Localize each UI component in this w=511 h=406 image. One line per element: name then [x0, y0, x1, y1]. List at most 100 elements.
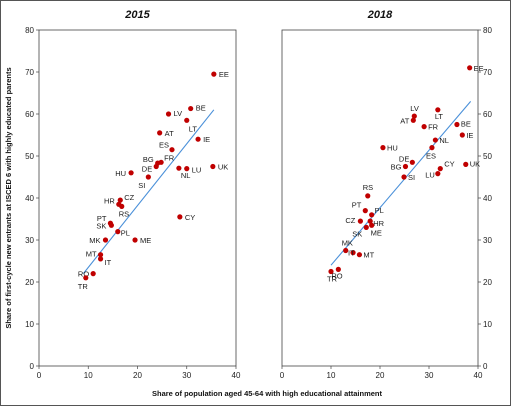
data-point-tr	[83, 275, 89, 281]
data-point-me	[369, 222, 375, 228]
data-point-nl	[432, 137, 438, 143]
data-point-bg	[402, 163, 409, 170]
data-point-tr	[328, 268, 334, 275]
point-label: IT	[105, 258, 112, 267]
point-label: SK	[352, 229, 362, 238]
point-label: IE	[466, 131, 473, 140]
point-label: TR	[78, 282, 89, 291]
y-tick-label: 0	[483, 362, 488, 371]
data-point-ro	[335, 266, 341, 272]
point-label: LV	[410, 104, 419, 113]
point-label: SI	[138, 181, 145, 190]
y-axis-label: Share of first-cycle new entrants at ISC…	[4, 67, 13, 328]
point-label: LT	[435, 112, 444, 121]
point-label: LT	[189, 124, 198, 133]
trend-line	[330, 101, 472, 266]
data-point-lt	[435, 107, 441, 113]
data-point-si	[145, 174, 151, 180]
data-point-es	[429, 145, 435, 151]
data-point-de	[153, 163, 159, 170]
data-point-cz	[117, 197, 123, 203]
point-label: PT	[97, 214, 107, 223]
point-label: LV	[174, 109, 183, 118]
x-tick-label: 20	[376, 371, 385, 380]
data-point-si	[401, 174, 407, 180]
data-point-rs	[119, 203, 125, 209]
point-label: ME	[140, 236, 151, 245]
point-label: FR	[428, 123, 439, 132]
point-label: MK	[342, 239, 353, 248]
panel-2018: 2018 0 10 20 30 40 50 60 70 80 0 10 20 30 40 EE LV LT AT FR…	[280, 9, 493, 380]
data-point-lv	[165, 111, 172, 117]
y-tick-label: 70	[25, 68, 34, 77]
point-label: CZ	[345, 216, 355, 225]
data-point-pl	[115, 229, 121, 235]
data-point-cy	[437, 166, 443, 172]
point-label: EE	[219, 70, 229, 79]
data-point-es	[169, 147, 175, 153]
panel-2015: 2015 0 10 20 30 40 50 60 70 80 0 10 20 30 40 EE BE LV LT AT…	[25, 9, 241, 380]
point-label: FR	[164, 153, 175, 162]
data-point-fr	[158, 159, 164, 165]
data-point-nl	[176, 165, 182, 171]
x-tick-label: 20	[133, 371, 142, 380]
point-label: HR	[373, 219, 384, 228]
point-label: NL	[181, 171, 191, 180]
data-point-at	[410, 117, 416, 123]
data-point-mk	[102, 237, 109, 243]
point-label: LU	[425, 171, 435, 180]
data-point-it	[97, 256, 104, 262]
point-label: MT	[86, 250, 97, 259]
data-point-pl	[369, 212, 375, 218]
data-point-me	[132, 237, 138, 243]
trend-line	[82, 109, 215, 274]
data-point-ie	[459, 132, 465, 138]
point-label: PT	[352, 201, 362, 210]
point-label: DE	[142, 165, 152, 174]
data-point-sk	[108, 222, 114, 228]
y-tick-label: 30	[483, 236, 492, 245]
panel-title: 2018	[367, 9, 393, 21]
y-tick-label: 20	[483, 278, 492, 287]
point-label: NL	[439, 136, 449, 145]
x-tick-label: 40	[474, 371, 483, 380]
data-point-rs	[365, 193, 371, 199]
point-label: AT	[400, 116, 409, 125]
data-point-fr	[421, 124, 427, 130]
data-point-hr	[367, 218, 373, 224]
point-label: MK	[89, 236, 100, 245]
data-point-it	[350, 250, 356, 256]
point-label: IT	[348, 249, 355, 258]
point-label: AT	[165, 129, 174, 138]
y-tick-label: 80	[483, 26, 492, 35]
data-point-lu	[435, 171, 441, 177]
point-label: RO	[78, 270, 89, 279]
x-tick-label: 30	[182, 371, 191, 380]
point-label: HU	[387, 144, 398, 153]
point-label: SK	[96, 221, 106, 230]
point-label: RS	[363, 183, 373, 192]
y-tick-label: 30	[25, 236, 34, 245]
point-label: DE	[399, 154, 409, 163]
point-label: HU	[115, 169, 126, 178]
point-label: MT	[363, 251, 374, 260]
data-point-ie	[195, 136, 201, 142]
data-point-hu	[128, 170, 134, 176]
data-point-at	[157, 130, 163, 136]
data-point-cy	[177, 214, 183, 220]
point-label: ES	[159, 141, 169, 150]
data-point-uk	[210, 163, 216, 170]
y-tick-label: 10	[25, 320, 34, 329]
data-point-hu	[380, 145, 386, 151]
point-label: UK	[218, 163, 228, 172]
point-label: EE	[474, 64, 484, 73]
data-point-cz	[357, 218, 363, 224]
data-point-pt	[362, 208, 368, 214]
data-point-ro	[90, 271, 96, 277]
y-tick-label: 80	[25, 26, 34, 35]
data-point-sk	[363, 224, 369, 230]
x-tick-label: 30	[425, 371, 434, 380]
y-tick-label: 60	[25, 110, 34, 119]
point-label: CY	[185, 213, 195, 222]
